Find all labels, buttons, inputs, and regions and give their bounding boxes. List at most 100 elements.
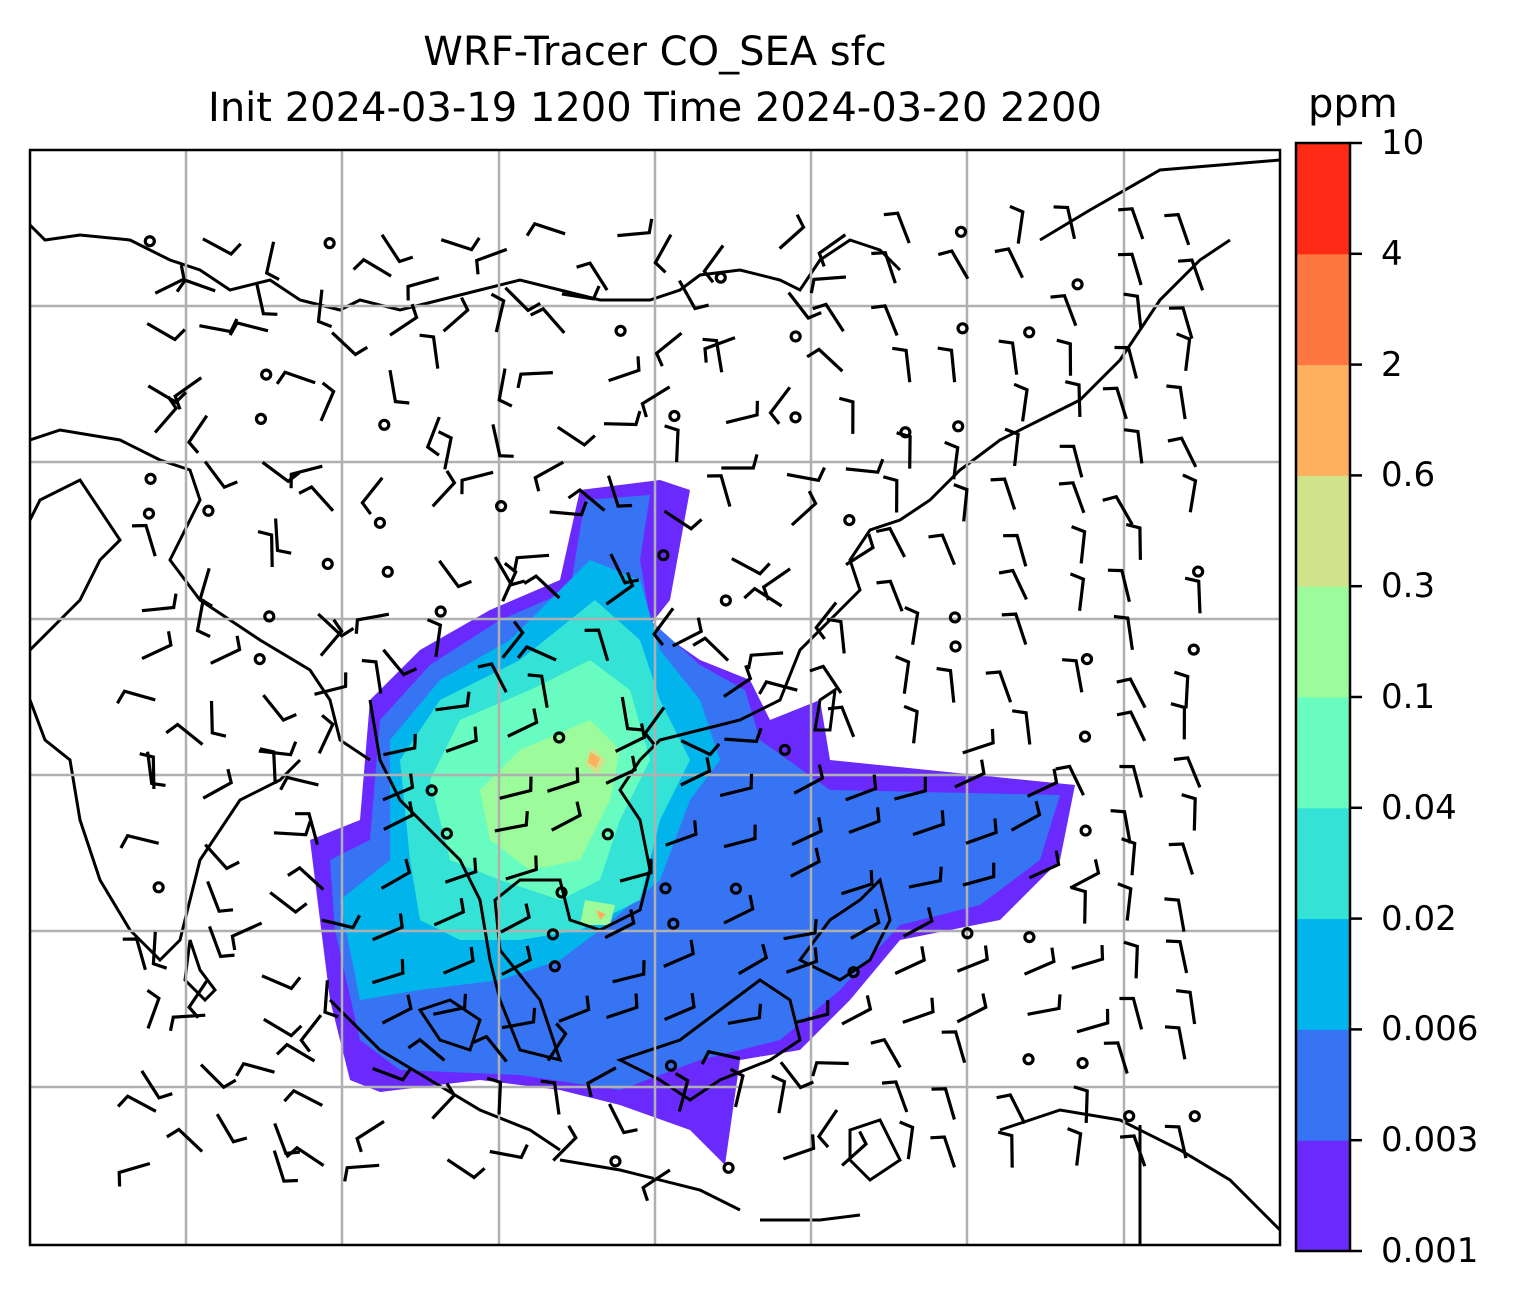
wind-barb: [941, 1030, 967, 1064]
wind-barb: [264, 241, 280, 281]
wind-barb: [210, 635, 242, 665]
wind-barb: [407, 1037, 446, 1062]
wind-barb: [372, 1067, 413, 1082]
wind-barb: [382, 773, 415, 802]
wind-barb: [153, 395, 179, 434]
wind-barb: [389, 303, 419, 337]
wind-barb: [782, 1134, 816, 1161]
colorbar-segment: [1296, 143, 1350, 255]
wind-barb: [607, 1103, 638, 1135]
colorbar-tick-label: 0.006: [1381, 1009, 1479, 1050]
wind-barb: [1013, 382, 1029, 422]
wind-barb: [354, 612, 390, 634]
wind-barb: [663, 509, 703, 531]
colorbar-tick-label: 4: [1381, 233, 1403, 274]
wind-barb: [431, 1082, 457, 1120]
wind-barb: [707, 474, 732, 508]
colorbar-unit: ppm: [1308, 81, 1398, 127]
wind-barb: [262, 694, 297, 723]
wind-barb: [1182, 473, 1198, 513]
wind-barb: [1026, 768, 1059, 798]
plume-level-7: [596, 910, 606, 920]
co-plume: [310, 480, 1075, 1165]
wind-barb: [477, 662, 508, 694]
wind-barb: [845, 533, 875, 567]
wind-barb: [985, 670, 1013, 703]
wind-barb: [936, 666, 956, 703]
wind-barb: [460, 470, 494, 495]
wind-barb: [680, 739, 721, 757]
wind-barb: [882, 475, 899, 513]
wind-barb: [605, 571, 635, 606]
wind-barb: [908, 866, 943, 889]
calm-wind-marker: [719, 594, 732, 607]
calm-wind-marker: [425, 784, 438, 797]
wind-barb: [1064, 380, 1082, 417]
wind-barb: [841, 1130, 868, 1167]
calm-wind-marker: [952, 420, 965, 433]
wind-barb: [1177, 258, 1205, 291]
wind-barb: [954, 759, 986, 789]
calm-wind-marker: [202, 504, 215, 517]
wind-barb: [139, 752, 156, 790]
wind-barb: [209, 700, 227, 738]
coastline: [1039, 158, 1280, 242]
wind-barb: [883, 211, 911, 244]
wind-barb: [937, 249, 970, 280]
wind-barb: [779, 1061, 815, 1090]
wind-barb: [725, 400, 759, 425]
wind-barbs: [116, 204, 1205, 1202]
wind-barb: [316, 289, 333, 329]
colorbar-segment: [1296, 253, 1350, 366]
wind-barb: [552, 1124, 578, 1162]
wind-barb: [731, 557, 771, 576]
wind-barb: [1119, 996, 1144, 1030]
wind-barb: [444, 857, 478, 884]
wind-barb: [382, 648, 418, 677]
wind-barb: [1009, 204, 1025, 244]
wind-barb: [928, 533, 956, 566]
wind-barb: [1117, 252, 1143, 286]
wind-barb: [997, 1130, 1014, 1168]
wind-barb: [501, 620, 525, 659]
wind-barb: [896, 431, 912, 469]
wind-barb: [314, 672, 348, 696]
colorbar-tick-label: 10: [1381, 123, 1425, 163]
calm-wind-marker: [1080, 653, 1094, 666]
coastline: [848, 1118, 902, 1182]
wind-barb: [228, 321, 269, 336]
wind-barb: [1027, 994, 1062, 1016]
wind-barb: [490, 292, 506, 333]
wind-barb: [998, 568, 1028, 601]
wind-barb: [1168, 842, 1195, 875]
wind-barb: [516, 371, 553, 389]
wind-barb: [279, 775, 319, 791]
wind-barb: [446, 1158, 486, 1180]
calm-wind-marker: [1076, 1056, 1089, 1070]
wind-barb: [283, 1088, 324, 1107]
calm-wind-marker: [440, 827, 453, 840]
colorbar-tick-label: 0.02: [1381, 898, 1457, 939]
wind-barb: [702, 337, 724, 373]
colorbar-segment: [1296, 918, 1350, 1030]
coastline: [760, 1213, 861, 1222]
wind-barb: [501, 945, 533, 976]
wind-barb: [875, 526, 907, 558]
calm-wind-marker: [434, 605, 447, 618]
wind-barb: [1011, 709, 1032, 745]
calm-wind-marker: [609, 1155, 622, 1168]
plume-level-5: [480, 720, 620, 870]
wind-barb: [1164, 212, 1191, 246]
calm-wind-marker: [948, 611, 962, 624]
wind-barb: [166, 1127, 204, 1153]
wind-barb: [1116, 710, 1147, 742]
wind-barb: [1175, 332, 1192, 371]
wind-barb: [381, 994, 413, 1025]
wind-barb: [262, 1017, 303, 1038]
wind-barb: [406, 276, 440, 301]
calm-wind-marker: [254, 412, 268, 425]
wind-barb: [1170, 702, 1187, 740]
wind-barb: [1069, 572, 1086, 611]
calm-wind-marker: [843, 513, 856, 527]
